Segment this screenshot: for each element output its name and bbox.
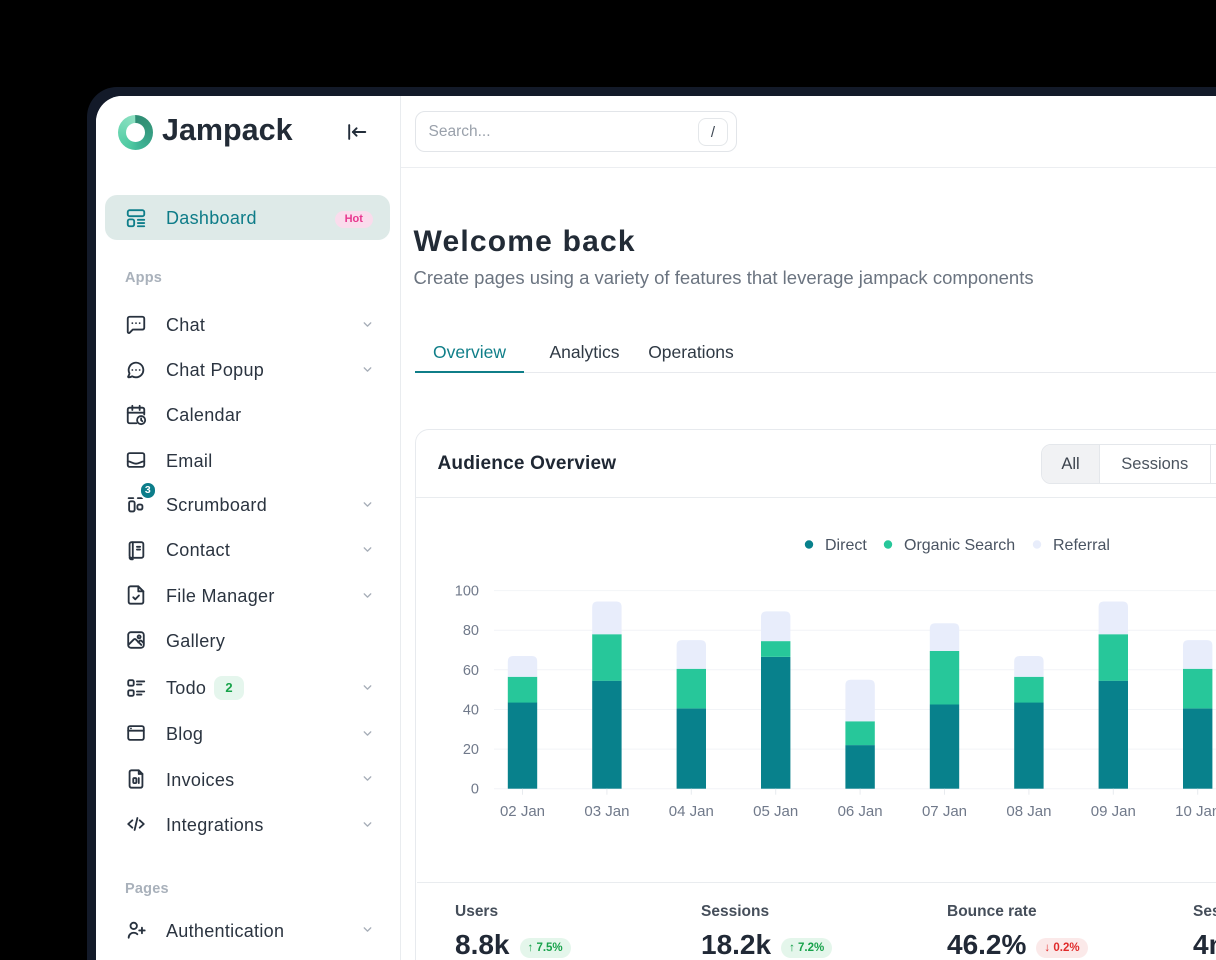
svg-text:04 Jan: 04 Jan <box>669 803 714 820</box>
svg-text:80: 80 <box>463 623 479 639</box>
svg-text:Direct: Direct <box>825 537 867 554</box>
svg-text:06 Jan: 06 Jan <box>838 803 883 820</box>
svg-text:40: 40 <box>463 702 479 718</box>
svg-text:10 Jan: 10 Jan <box>1175 803 1216 820</box>
svg-text:02 Jan: 02 Jan <box>500 803 545 820</box>
svg-text:0: 0 <box>471 782 479 798</box>
svg-text:05 Jan: 05 Jan <box>753 803 798 820</box>
svg-text:60: 60 <box>463 663 479 679</box>
svg-text:20: 20 <box>463 742 479 758</box>
svg-text:07 Jan: 07 Jan <box>922 803 967 820</box>
svg-text:Referral: Referral <box>1053 537 1110 554</box>
svg-text:09 Jan: 09 Jan <box>1091 803 1136 820</box>
svg-text:Organic Search: Organic Search <box>904 537 1015 554</box>
svg-text:100: 100 <box>455 584 479 600</box>
svg-text:08 Jan: 08 Jan <box>1006 803 1051 820</box>
svg-text:03 Jan: 03 Jan <box>584 803 629 820</box>
